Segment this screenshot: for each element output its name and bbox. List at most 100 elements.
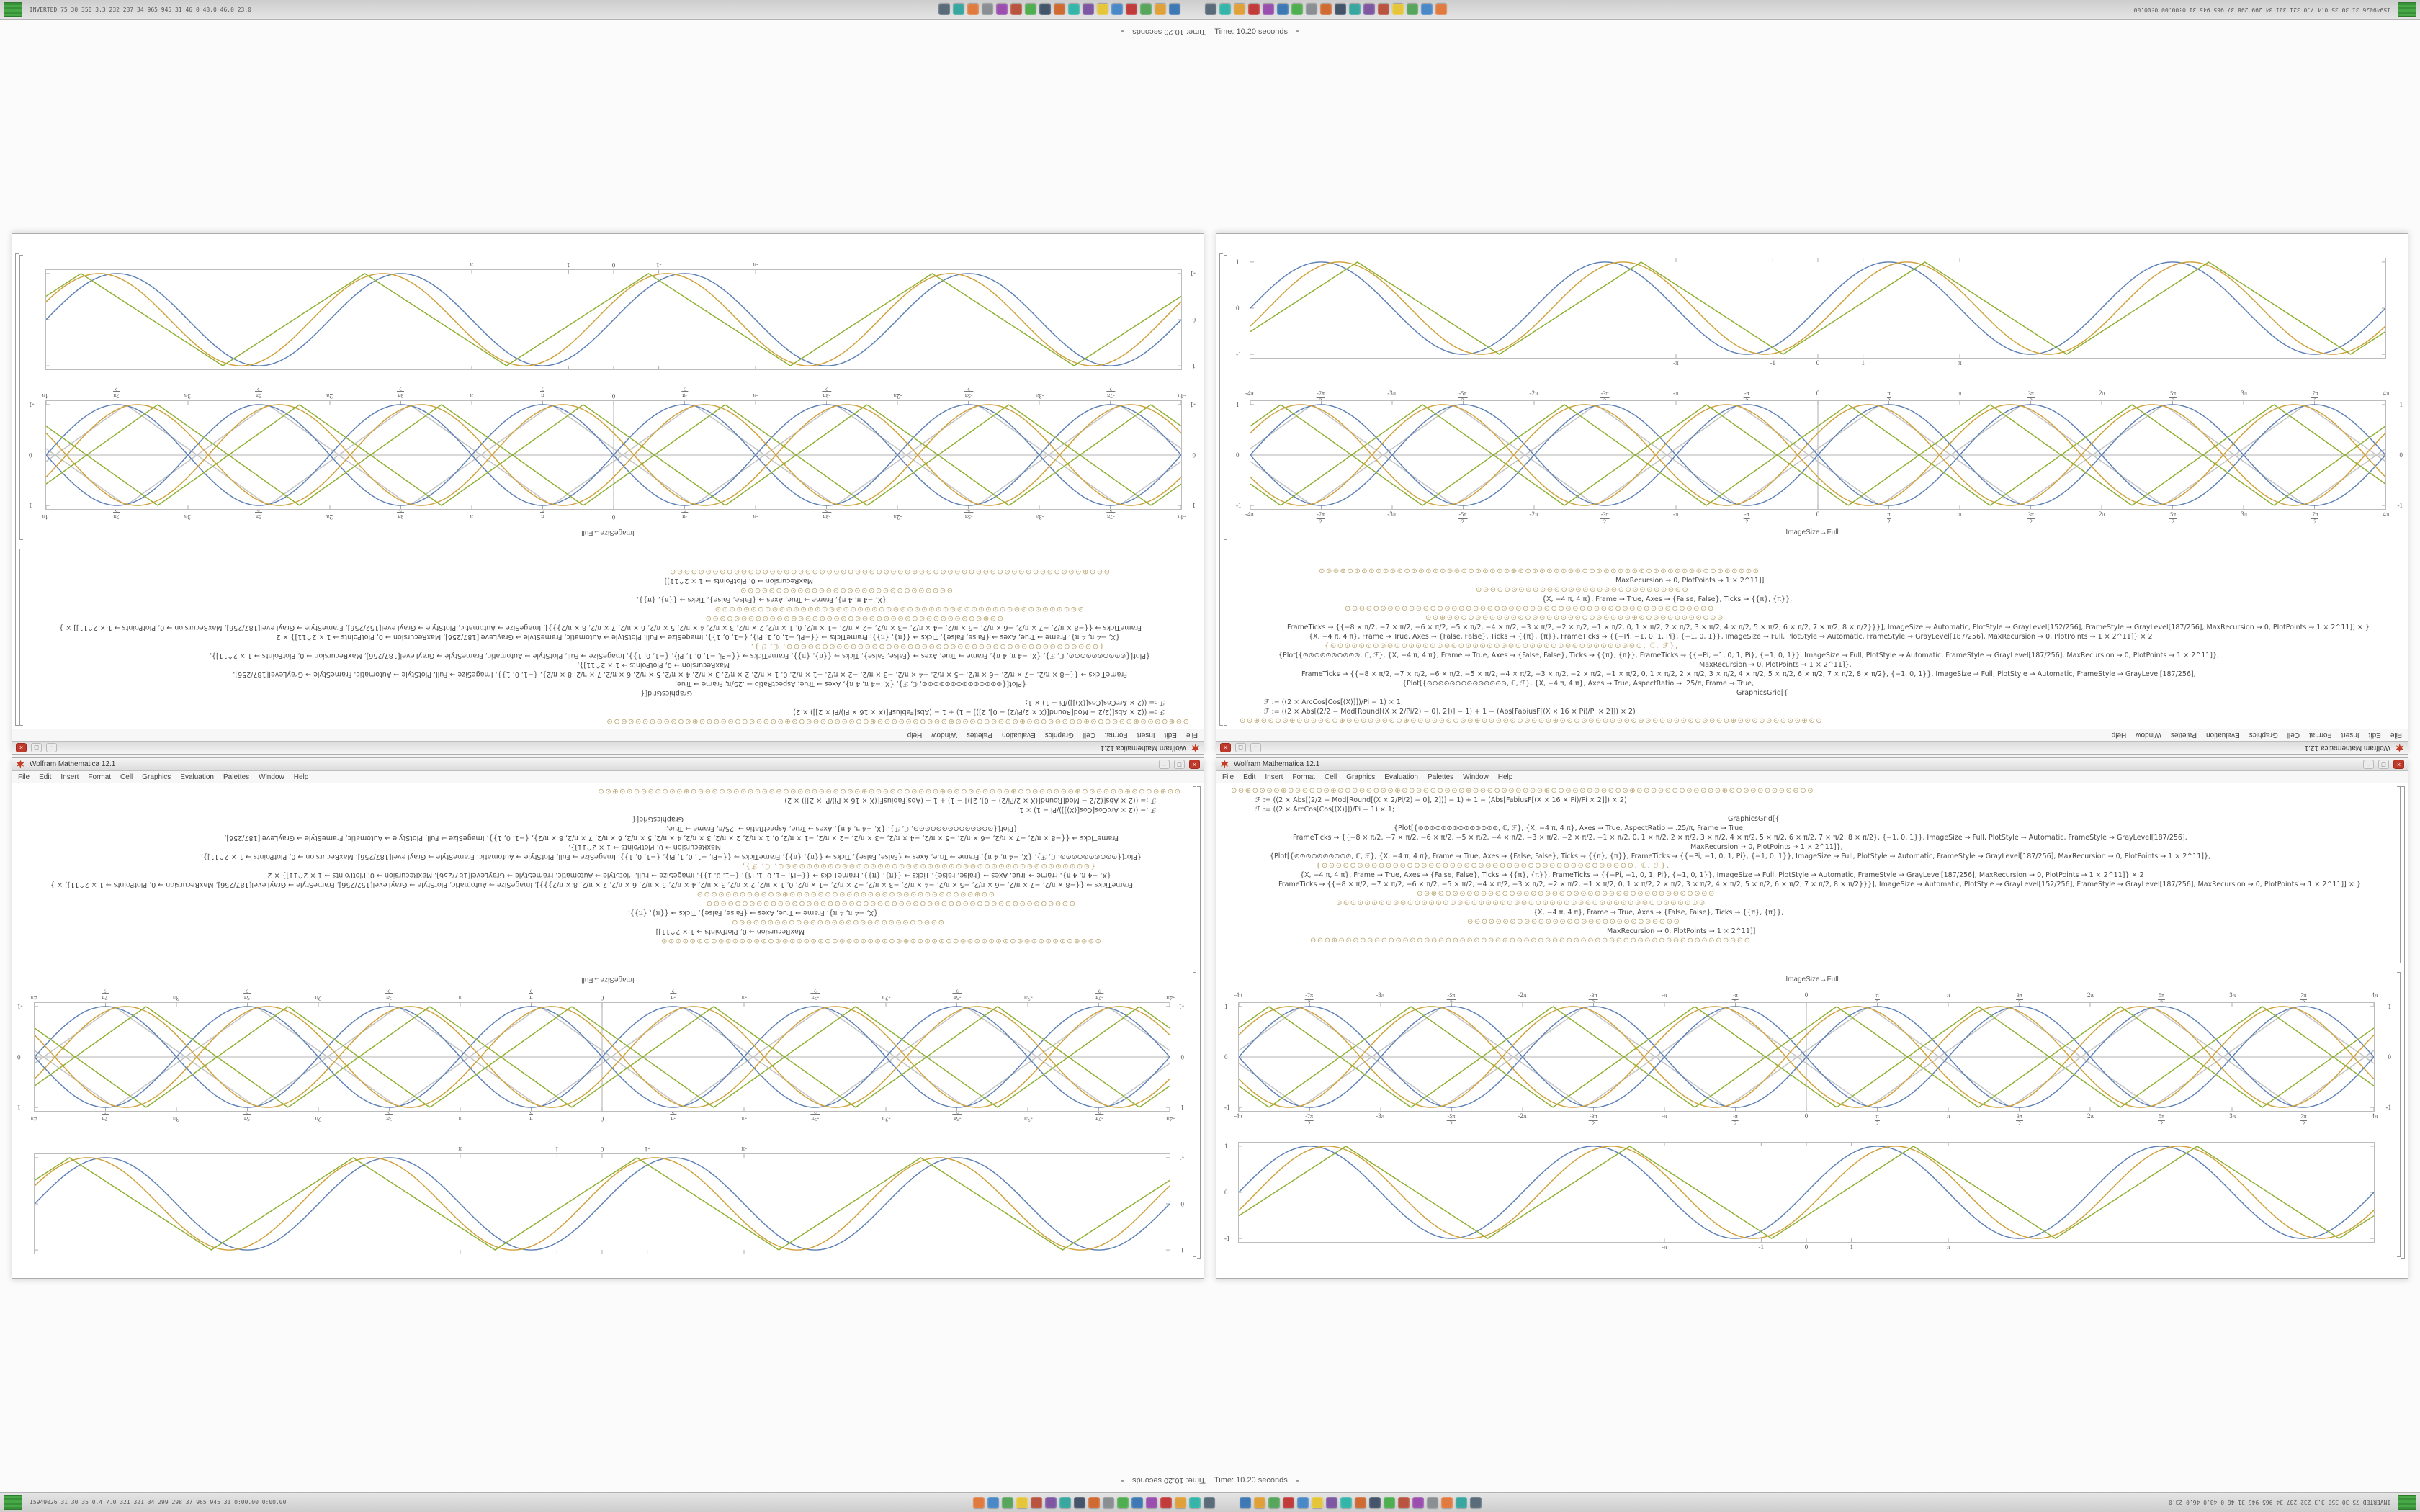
- menu-insert[interactable]: Insert: [60, 773, 79, 781]
- taskbar-app-icon[interactable]: [1139, 4, 1152, 16]
- window-titlebar[interactable]: Wolfram Mathematica 12.1 – □ ×: [12, 758, 1204, 771]
- taskbar-app-icon[interactable]: [1412, 1496, 1425, 1508]
- window-titlebar[interactable]: Wolfram Mathematica 12.1 – □ ×: [12, 741, 1204, 754]
- menu-evaluation[interactable]: Evaluation: [1002, 731, 1036, 739]
- code-line[interactable]: {Plot[{⊙⊙⊙⊙⊙⊙⊙⊙⊙⊙⊙⊙⊙⊙, ℂ, ℱ}, {X, −4 π, …: [666, 824, 1018, 832]
- menu-palettes[interactable]: Palettes: [1428, 773, 1454, 781]
- code-line[interactable]: ℱ := ((2 × Abs[(2/2 − Mod[Round[(X × 2/P…: [1255, 796, 1627, 804]
- taskbar-app-icon[interactable]: [1456, 1496, 1468, 1508]
- menu-evaluation[interactable]: Evaluation: [2206, 731, 2240, 739]
- minimize-button[interactable]: –: [1159, 760, 1170, 769]
- close-button[interactable]: ×: [1220, 743, 1231, 752]
- taskbar-app-icon[interactable]: [981, 4, 993, 16]
- code-line-symbols[interactable]: {⊙⊙⊙⊙⊙⊙⊙⊙⊙⊙⊙⊙⊙⊙⊙⊙⊙⊙⊙⊙⊙⊙⊙⊙⊙⊙⊙⊙⊙⊙⊙⊙⊙⊙⊙⊙⊙⊙⊙…: [1316, 862, 1670, 870]
- code-line-symbols[interactable]: ⊙⊙⊕⊙⊙⊙⊙⊙⊙⊙⊙⊙⊙⊙⊙⊙⊙⊙⊙⊙⊙⊙⊙⊙⊙⊙⊙⊙⊙⊕⊙⊙⊙⊙⊙⊙⊙⊙⊙⊙…: [1417, 890, 1716, 898]
- menu-cell[interactable]: Cell: [120, 773, 133, 781]
- taskbar-app-icon[interactable]: [1233, 4, 1245, 16]
- code-line-symbols[interactable]: ⊙⊙⊙⊕⊙⊙⊙⊙⊙⊙⊙⊙⊙⊙⊙⊙⊙⊙⊙⊙⊙⊙⊙⊙⊙⊙⊙⊕⊙⊙⊙⊙⊙⊙⊙⊙⊙⊙⊙⊙…: [1310, 937, 1752, 945]
- menu-edit[interactable]: Edit: [1164, 731, 1177, 739]
- menu-graphics[interactable]: Graphics: [2249, 731, 2278, 739]
- notebook-window-inverted[interactable]: Wolfram Mathematica 12.1 – □ × File Edit I…: [1216, 233, 2408, 755]
- taskbar-app-icon[interactable]: [1312, 1496, 1324, 1508]
- cell-bracket-output[interactable]: [19, 255, 23, 540]
- code-line[interactable]: MaxRecursion → 0, PlotPoints → 1 × 2^11]…: [577, 661, 730, 669]
- menu-graphics[interactable]: Graphics: [142, 773, 171, 781]
- taskbar-app-icon[interactable]: [1326, 1496, 1338, 1508]
- code-line-symbols[interactable]: ⊙⊙⊕⊙⊙⊙⊙⊕⊙⊙⊙⊙⊙⊙⊕⊙⊙⊙⊙⊙⊙⊙⊙⊕⊙⊙⊙⊙⊙⊙⊙⊙⊙⊕⊙⊙⊙⊙⊙⊙…: [605, 717, 1189, 725]
- taskbar-app-icon[interactable]: [1082, 4, 1094, 16]
- taskbar-app-icon[interactable]: [1074, 1496, 1086, 1508]
- menu-file[interactable]: File: [18, 773, 30, 781]
- code-line[interactable]: ℱ := ((2 × Abs[(2/2 − Mod[Round[(X × 2/P…: [1264, 708, 1636, 716]
- window-titlebar[interactable]: Wolfram Mathematica 12.1 – □ ×: [1216, 758, 2408, 771]
- taskbar-app-icon[interactable]: [1268, 1496, 1281, 1508]
- menu-window[interactable]: Window: [2136, 731, 2161, 739]
- taskbar-app-icon[interactable]: [1470, 1496, 1482, 1508]
- waves-plot-output[interactable]: 1 0 -1 -π -1 0 1 π: [1236, 258, 2386, 370]
- code-line-symbols[interactable]: ⊙⊙⊙⊕⊙⊙⊙⊙⊙⊙⊙⊙⊙⊙⊙⊙⊙⊙⊙⊙⊙⊙⊙⊙⊙⊙⊙⊕⊙⊙⊙⊙⊙⊙⊙⊙⊙⊙⊙⊙…: [668, 567, 1111, 575]
- code-line[interactable]: {X, −4 π, 4 π}, Frame → True, Axes → {Fa…: [267, 871, 1111, 879]
- code-line[interactable]: {X, −4 π, 4 π}, Frame → True, Axes → {Fa…: [1542, 595, 1793, 603]
- code-line[interactable]: {Plot[{⊙⊙⊙⊙⊙⊙⊙⊙⊙⊙⊙⊙⊙⊙, ℂ, ℱ}, {X, −4 π, …: [1402, 680, 1754, 688]
- code-line[interactable]: FrameTicks → {{−8 × π/2, −7 × π/2, −6 × …: [1293, 834, 2187, 842]
- code-line[interactable]: {Plot[{⊙⊙⊙⊙⊙⊙⊙⊙⊙⊙, ℂ, ℱ}, {X, −4 π, 4 π}…: [209, 652, 1150, 660]
- code-line[interactable]: FrameTicks → {{−8 × π/2, −7 × π/2, −6 × …: [50, 881, 1133, 888]
- code-line[interactable]: GraphicsGrid[{: [1728, 815, 1780, 823]
- code-line[interactable]: {Plot[{⊙⊙⊙⊙⊙⊙⊙⊙⊙⊙, ℂ, ℱ}, {X, −4 π, 4 π}…: [1270, 852, 2211, 860]
- taskbar-app-icon[interactable]: [1146, 1496, 1158, 1508]
- menu-palettes[interactable]: Palettes: [966, 731, 992, 739]
- code-line-symbols[interactable]: {⊙⊙⊙⊙⊙⊙⊙⊙⊙⊙⊙⊙⊙⊙⊙⊙⊙⊙⊙⊙⊙⊙⊙⊙⊙⊙⊙⊙⊙⊙⊙⊙⊙⊙⊙⊙⊙⊙⊙…: [1325, 642, 1679, 650]
- taskbar-app-icon[interactable]: [1175, 1496, 1187, 1508]
- cell-bracket-code[interactable]: [2397, 786, 2401, 963]
- taskbar-app-icon[interactable]: [1131, 1496, 1144, 1508]
- taskbar-app-icon[interactable]: [1039, 4, 1051, 16]
- taskbar-app-icon[interactable]: [1398, 1496, 1410, 1508]
- code-line-symbols[interactable]: ⊙⊙⊙⊙⊙⊙⊙⊙⊙⊙⊙⊙⊙⊙⊙⊙⊙⊙⊙⊙⊙⊙⊙⊙⊙⊙⊙⊙⊙⊙: [1476, 586, 1690, 594]
- taskbar-app-icon[interactable]: [1010, 4, 1022, 16]
- code-line[interactable]: {X, −4 π, 4 π}, Frame → True, Axes → {Fa…: [1309, 633, 2153, 641]
- code-line-symbols[interactable]: ⊙⊙⊙⊙⊙⊙⊙⊙⊙⊙⊙⊙⊙⊙⊙⊙⊙⊙⊙⊙⊙⊙⊙⊙⊙⊙⊙⊙⊙⊙: [730, 918, 944, 926]
- code-line[interactable]: GraphicsGrid[{: [1736, 689, 1788, 697]
- code-line[interactable]: FrameTicks → {{−8 × π/2, −7 × π/2, −6 × …: [59, 624, 1142, 631]
- taskbar-app-icon[interactable]: [1420, 4, 1433, 16]
- braid-plot-output[interactable]: -4π-7π2-3π-5π2-2π-3π2-π-π20π2π3π22π5π23π…: [1224, 991, 2391, 1127]
- code-line[interactable]: MaxRecursion → 0, PlotPoints → 1 × 2^11]…: [1690, 843, 1843, 851]
- code-line[interactable]: MaxRecursion → 0, PlotPoints → 1 × 2^11]…: [1615, 577, 1765, 585]
- notebook-window-inverted[interactable]: Wolfram Mathematica 12.1 – □ × File Edit I…: [12, 757, 1204, 1279]
- maximize-button[interactable]: □: [31, 743, 42, 752]
- menu-insert[interactable]: Insert: [2341, 731, 2360, 739]
- taskbar-app-icon[interactable]: [1053, 4, 1065, 16]
- menu-palettes[interactable]: Palettes: [2170, 731, 2197, 739]
- cell-bracket-output[interactable]: [1224, 255, 1227, 540]
- taskbar-app-icon[interactable]: [987, 1496, 1000, 1508]
- close-button[interactable]: ×: [2393, 760, 2404, 769]
- taskbar-app-icon[interactable]: [1189, 1496, 1201, 1508]
- menu-insert[interactable]: Insert: [1265, 773, 1283, 781]
- cell-bracket-output[interactable]: [2397, 972, 2401, 1257]
- taskbar-app-icon[interactable]: [1154, 4, 1166, 16]
- cell-bracket-code[interactable]: [19, 549, 23, 726]
- menu-evaluation[interactable]: Evaluation: [1384, 773, 1418, 781]
- code-line-symbols[interactable]: ⊙⊙⊕⊙⊙⊙⊙⊙⊙⊙⊙⊙⊙⊙⊙⊙⊙⊙⊙⊙⊙⊙⊙⊙⊙⊙⊙⊙⊙⊕⊙⊙⊙⊙⊙⊙⊙⊙⊙⊙…: [1425, 614, 1724, 622]
- menu-window[interactable]: Window: [1463, 773, 1489, 781]
- menu-palettes[interactable]: Palettes: [223, 773, 250, 781]
- taskbar-app-icon[interactable]: [1160, 1496, 1173, 1508]
- notebook-window[interactable]: Wolfram Mathematica 12.1 – □ × File Edit I…: [1216, 757, 2408, 1279]
- code-line[interactable]: FrameTicks → {{−8 × π/2, −7 × π/2, −6 × …: [1278, 881, 2361, 888]
- menu-file[interactable]: File: [2390, 731, 2402, 739]
- menu-cell[interactable]: Cell: [1083, 731, 1095, 739]
- notebook-window[interactable]: Wolfram Mathematica 12.1 – □ × File Edit I…: [12, 233, 1204, 755]
- taskbar-app-icon[interactable]: [1319, 4, 1332, 16]
- code-line[interactable]: ℱ := ((2 × ArcCos[Cos[(X)]])/Pi − 1) × 1…: [1025, 698, 1165, 706]
- code-line-symbols[interactable]: ⊙⊙⊙⊙⊙⊙⊙⊙⊙⊙⊙⊙⊙⊙⊙⊙⊙⊙⊙⊙⊙⊙⊙⊙⊙⊙⊙⊙⊙⊙⊙⊙⊙⊙⊙⊙⊙⊙⊙⊙…: [705, 899, 1075, 907]
- code-line-symbols[interactable]: ⊙⊙⊙⊙⊙⊙⊙⊙⊙⊙⊙⊙⊙⊙⊙⊙⊙⊙⊙⊙⊙⊙⊙⊙⊙⊙⊙⊙⊙⊙⊙⊙⊙⊙⊙⊙⊙⊙⊙⊙…: [1336, 899, 1706, 907]
- cell-bracket-output[interactable]: [1193, 972, 1196, 1257]
- maximize-button[interactable]: □: [1235, 743, 1246, 752]
- code-line[interactable]: {X, −4 π, 4 π}, Frame → True, Axes → {Fa…: [1533, 909, 1784, 917]
- taskbar-app-icon[interactable]: [1204, 4, 1216, 16]
- code-line-symbols[interactable]: ⊙⊙⊕⊙⊙⊙⊙⊕⊙⊙⊙⊙⊙⊙⊕⊙⊙⊙⊙⊙⊙⊙⊙⊕⊙⊙⊙⊙⊙⊙⊙⊙⊙⊕⊙⊙⊙⊙⊙⊙…: [1240, 717, 1824, 725]
- code-line[interactable]: MaxRecursion → 0, PlotPoints → 1 × 2^11]…: [1607, 927, 1756, 935]
- taskbar-app-icon[interactable]: [973, 1496, 985, 1508]
- system-monitor-badge[interactable]: [3, 2, 22, 17]
- taskbar-app-icon[interactable]: [1435, 4, 1447, 16]
